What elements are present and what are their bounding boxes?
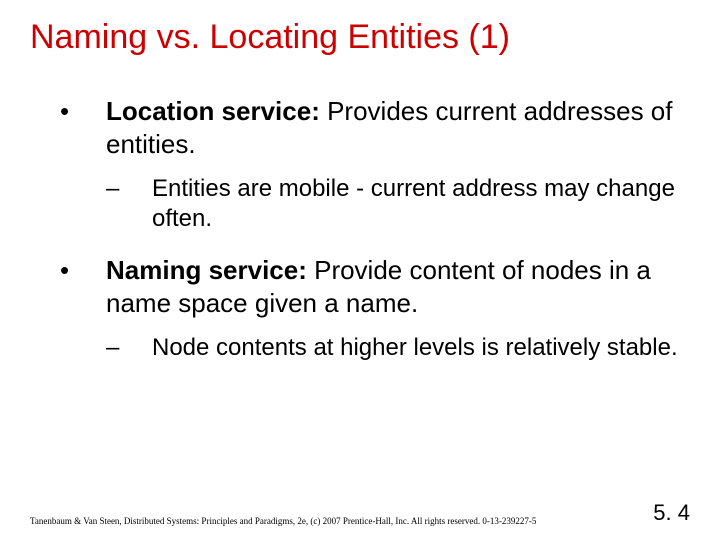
bullet-bold: Location service: [106, 96, 320, 126]
bullet-text: Location service: Provides current addre… [106, 95, 690, 160]
slide-title: Naming vs. Locating Entities (1) [30, 18, 690, 57]
footer-citation: Tanenbaum & Van Steen, Distributed Syste… [30, 516, 536, 526]
slide: Naming vs. Locating Entities (1) • Locat… [0, 0, 720, 540]
bullet-text: Naming service: Provide content of nodes… [106, 254, 690, 319]
slide-footer: Tanenbaum & Van Steen, Distributed Syste… [30, 500, 690, 526]
bullet-mark: • [60, 254, 106, 319]
sub-bullet-text: Entities are mobile - current address ma… [152, 174, 690, 234]
bullet-item: • Naming service: Provide content of nod… [60, 254, 690, 319]
bullet-mark: • [60, 95, 106, 160]
sub-bullet-mark: – [106, 174, 152, 234]
bullet-item: • Location service: Provides current add… [60, 95, 690, 160]
sub-bullet-item: – Node contents at higher levels is rela… [60, 333, 690, 363]
bullet-bold: Naming service: [106, 255, 307, 285]
slide-content: • Location service: Provides current add… [30, 95, 690, 363]
footer-page-number: 5. 4 [653, 500, 690, 526]
sub-bullet-text: Node contents at higher levels is relati… [152, 333, 678, 363]
sub-bullet-mark: – [106, 333, 152, 363]
sub-bullet-item: – Entities are mobile - current address … [60, 174, 690, 234]
